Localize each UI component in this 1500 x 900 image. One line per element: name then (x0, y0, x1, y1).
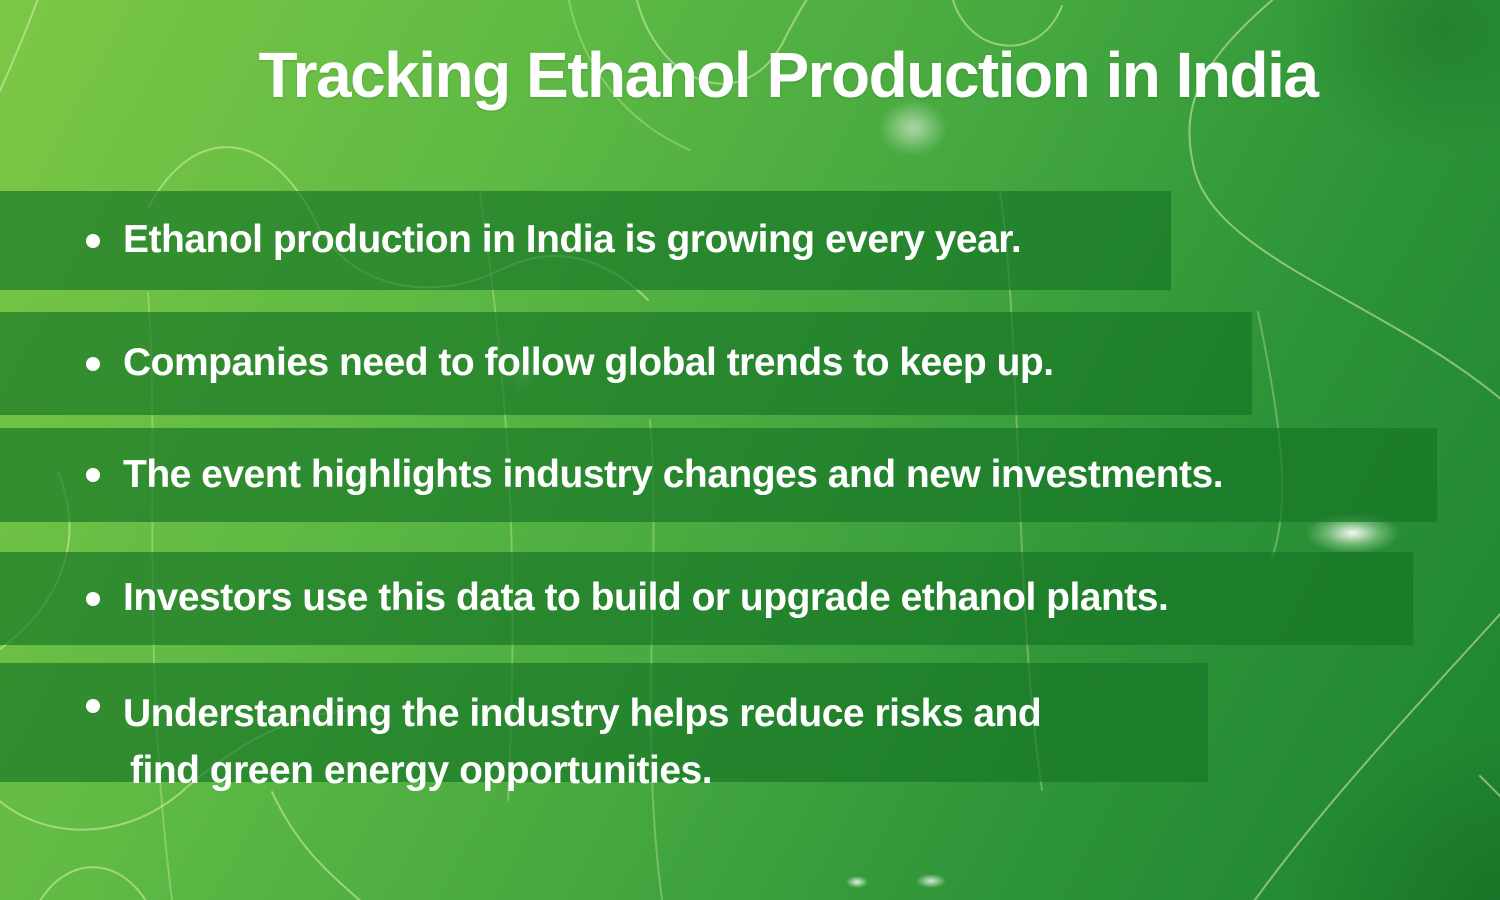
bullet-text: Ethanol production in India is growing e… (123, 218, 1022, 262)
bullet-bar: Ethanol production in India is growing e… (0, 191, 1171, 290)
bullet-bar: The event highlights industry changes an… (0, 428, 1437, 522)
bullet-text: Investors use this data to build or upgr… (123, 576, 1169, 620)
bullet-text-line2: find green energy opportunities. (130, 749, 713, 792)
bullet-dot-icon (86, 233, 100, 248)
bullet-bar: Understanding the industry helps reduce … (0, 663, 1208, 792)
bullet-dot-icon (86, 356, 100, 371)
bullet-text-line1: Understanding the industry helps reduce … (123, 692, 1042, 735)
bullet-bar: Investors use this data to build or upgr… (0, 552, 1413, 645)
bullet-text: Understanding the industry helps reduce … (123, 685, 1042, 799)
bullet-dot-icon (86, 468, 100, 482)
bullet-text: The event highlights industry changes an… (123, 452, 1224, 496)
bullet-dot-icon (86, 699, 100, 713)
bullet-dot-icon (86, 591, 100, 606)
bullet-bar: Companies need to follow global trends t… (0, 312, 1252, 415)
bullet-text: Companies need to follow global trends t… (123, 341, 1054, 385)
page-title: Tracking Ethanol Production in India (258, 39, 1319, 111)
